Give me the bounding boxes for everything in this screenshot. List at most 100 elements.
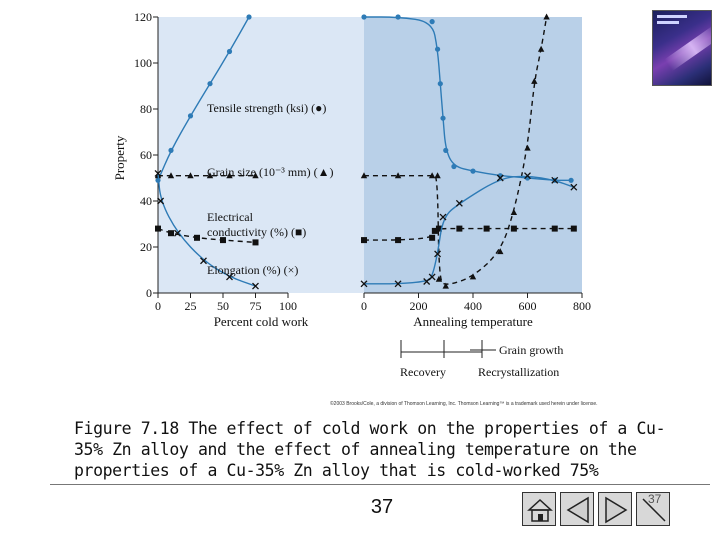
x-tick-label: 800 xyxy=(573,299,591,313)
x-tick-label: 200 xyxy=(410,299,428,313)
marker-x-stroke xyxy=(200,257,207,265)
marker-x-stroke xyxy=(174,229,181,237)
marker-elongation-point xyxy=(570,183,578,191)
cover-title-mark xyxy=(657,15,687,18)
marker-grain-point xyxy=(524,144,531,151)
x-tick-label: 400 xyxy=(464,299,482,313)
region-label-recrystallization: Recrystallization xyxy=(478,365,559,379)
series-line-x-annealing xyxy=(364,175,575,285)
marker-tensile-point xyxy=(168,147,174,153)
marker-x-stroke xyxy=(455,199,463,207)
x-tick-label: 25 xyxy=(185,299,197,313)
marker-tensile-point xyxy=(187,113,194,119)
annotation-grain: Grain size (10⁻³ mm) (▲) xyxy=(207,165,333,179)
marker-elongation-point xyxy=(154,169,162,177)
marker-grain-point xyxy=(360,172,368,179)
marker-elongation-point xyxy=(434,250,442,258)
marker-x-stroke xyxy=(428,273,436,281)
marker-conductivity-point xyxy=(456,225,463,232)
marker-grain-point xyxy=(537,45,545,52)
marker-grain-point xyxy=(531,77,538,84)
series-line-triangle-annealing xyxy=(364,16,548,285)
annotation-elongation: Elongation (%) (×) xyxy=(207,263,298,277)
marker-grain-point xyxy=(543,13,550,20)
marker-x-stroke xyxy=(226,273,233,281)
y-tick-label: 80 xyxy=(140,102,152,116)
marker-conductivity-point xyxy=(220,237,226,244)
panel-background-annealing xyxy=(364,17,582,293)
marker-grain-point xyxy=(206,172,214,179)
marker-conductivity-point xyxy=(194,234,200,241)
marker-conductivity-point xyxy=(252,239,259,246)
book-cover-image xyxy=(652,10,712,86)
marker-tensile-point xyxy=(470,168,476,174)
x-tick-label: 100 xyxy=(279,299,297,313)
y-tick-label: 0 xyxy=(146,286,152,300)
region-label-grain-growth: Grain growth xyxy=(499,343,563,357)
marker-x-stroke xyxy=(252,282,259,290)
marker-x-stroke xyxy=(360,280,368,288)
marker-tensile-point xyxy=(207,81,213,87)
x-tick-label: 600 xyxy=(519,299,537,313)
marker-elongation-point xyxy=(174,229,181,237)
marker-elongation-point xyxy=(428,273,436,281)
marker-tensile-point xyxy=(226,48,233,55)
x-tick-label: 50 xyxy=(217,299,229,313)
marker-x-stroke xyxy=(570,183,578,191)
previous-button[interactable] xyxy=(560,492,594,526)
marker-grain-point xyxy=(510,209,518,215)
marker-grain-point xyxy=(167,172,175,179)
marker-x-stroke xyxy=(423,278,431,285)
marker-tensile-point xyxy=(429,19,435,25)
marker-tensile-point xyxy=(246,14,252,20)
marker-grain-point xyxy=(497,248,504,255)
marker-x-stroke xyxy=(496,174,504,182)
marker-tensile-point xyxy=(437,81,443,87)
figure-caption: Figure 7.18 The effect of cold work on t… xyxy=(74,419,666,480)
nav-page-number: 37 xyxy=(648,492,662,506)
marker-x-stroke xyxy=(551,176,559,184)
home-button[interactable] xyxy=(522,492,556,526)
marker-elongation-point xyxy=(360,280,368,288)
marker-conductivity-point xyxy=(395,237,402,244)
end-button[interactable] xyxy=(636,492,670,526)
copyright-notice: ©2003 Brooks/Cole, a division of Thomson… xyxy=(330,401,598,407)
triangle-right-icon xyxy=(605,496,628,524)
x-tick-label: 0 xyxy=(155,299,161,313)
end-icon xyxy=(642,498,666,522)
annotation-tensile: Tensile strength (ksi) (●) xyxy=(207,101,326,115)
home-icon xyxy=(527,498,553,522)
marker-elongation-point xyxy=(394,280,402,288)
x-tick-label: 75 xyxy=(250,299,262,313)
marker-grain-point xyxy=(226,172,233,179)
y-tick-label: 60 xyxy=(140,148,152,162)
y-tick-label: 100 xyxy=(134,56,152,70)
marker-tensile-point xyxy=(568,177,574,183)
y-tick-label: 20 xyxy=(140,240,152,254)
series-line-x-cold_work xyxy=(157,173,256,287)
marker-conductivity-point xyxy=(435,225,442,232)
marker-conductivity-point xyxy=(168,230,174,237)
next-button[interactable] xyxy=(598,492,632,526)
x-tick-label: 0 xyxy=(361,299,367,313)
marker-x-stroke xyxy=(439,213,447,221)
marker-elongation-point xyxy=(423,278,431,285)
marker-tensile-point xyxy=(434,46,441,52)
page-number: 37 xyxy=(370,496,394,518)
marker-elongation-point xyxy=(200,257,207,265)
marker-elongation-point xyxy=(551,176,559,184)
footer-divider xyxy=(50,484,710,485)
marker-conductivity-point xyxy=(551,225,558,232)
marker-x-stroke xyxy=(157,197,165,205)
y-axis-label: Property xyxy=(112,135,127,180)
marker-x-stroke xyxy=(394,280,402,288)
x-axis-label-cold_work: Percent cold work xyxy=(214,314,309,329)
marker-conductivity-point xyxy=(155,225,161,232)
marker-elongation-point xyxy=(157,197,165,205)
marker-elongation-point xyxy=(496,174,504,182)
marker-grain-point xyxy=(442,282,449,289)
y-tick-label: 40 xyxy=(140,194,152,208)
marker-elongation-point xyxy=(252,282,259,290)
marker-conductivity-point xyxy=(431,227,438,234)
marker-x-stroke xyxy=(434,250,442,258)
